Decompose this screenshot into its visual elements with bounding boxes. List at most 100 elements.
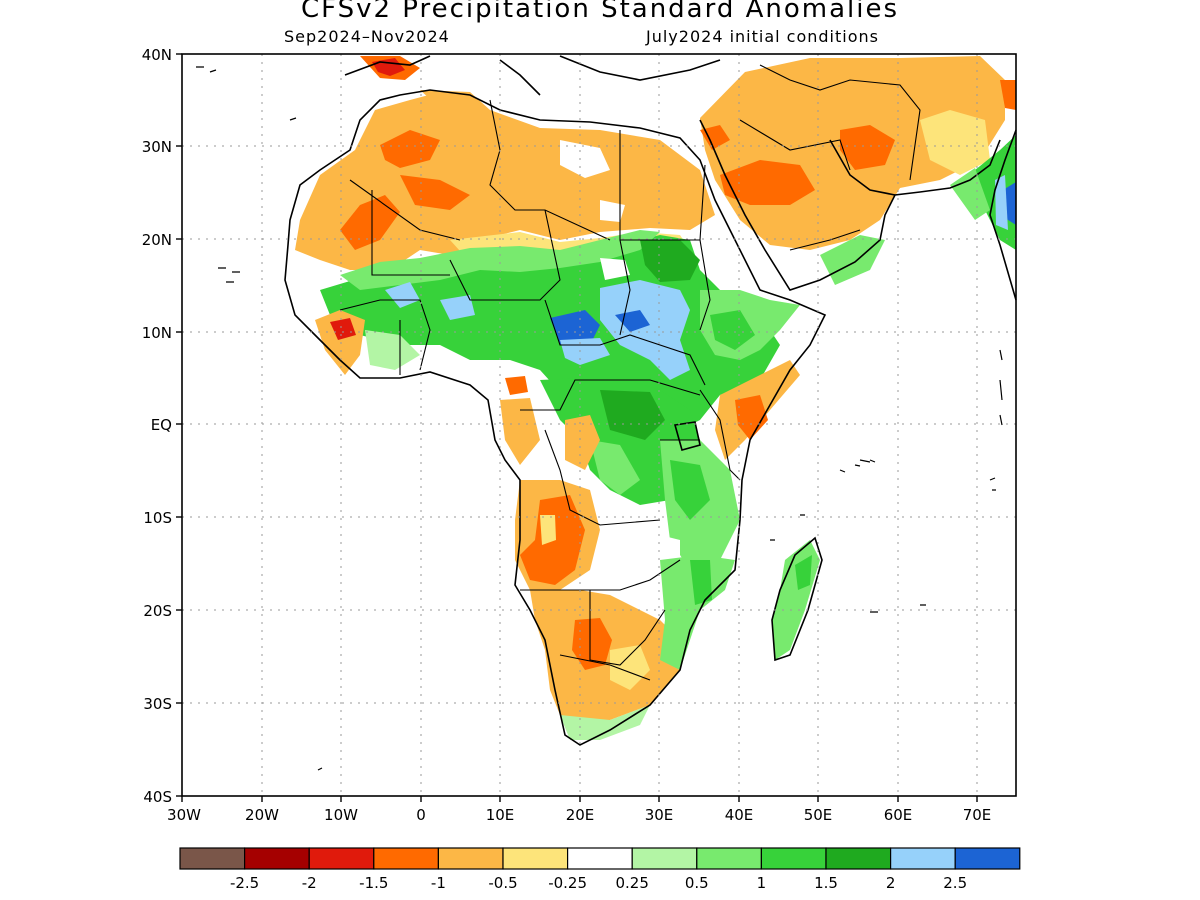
lat-label-10n: 10N xyxy=(142,324,172,342)
longitude-labels: 30W 20W 10W 0 10E 20E 30E 40E 50E 60E 70… xyxy=(167,806,991,824)
colorbar-swatch-4 xyxy=(373,847,439,870)
iran-red xyxy=(1000,80,1016,110)
forecast-period: Sep2024–Nov2024 xyxy=(284,27,450,46)
seychelles-islands xyxy=(839,459,876,473)
india-coastline xyxy=(989,129,1017,301)
colorbar-label-7: 0.25 xyxy=(615,874,648,892)
lon-label-30w: 30W xyxy=(167,806,201,824)
lon-label-30e: 30E xyxy=(645,806,674,824)
congo-green xyxy=(540,378,700,505)
tick-marks xyxy=(176,53,978,802)
lat-label-40n: 40N xyxy=(142,46,172,64)
congo-lightgreen xyxy=(590,440,640,495)
cape-verde-islands xyxy=(196,66,297,121)
border-east-1 xyxy=(699,389,741,481)
border-sahel-3 xyxy=(619,239,631,336)
gulf-coastline xyxy=(829,139,896,196)
maldives-islands xyxy=(999,349,1003,426)
india-lightblue xyxy=(995,175,1008,230)
lake-victoria xyxy=(673,421,701,451)
lat-label-40s: 40S xyxy=(143,788,172,806)
border-sahel-2 xyxy=(544,299,706,386)
sahel-blue-sudan xyxy=(615,310,650,332)
colorbar-swatch-9 xyxy=(696,847,762,870)
westafrica-pale xyxy=(365,330,420,370)
colorbar-swatch-7 xyxy=(566,847,633,870)
lat-label-30s: 30S xyxy=(143,695,172,713)
mozambique-green xyxy=(690,560,712,605)
sahara-white-1 xyxy=(560,140,610,178)
sahara-red-2 xyxy=(340,195,400,250)
sahel-blue-mid xyxy=(440,295,475,320)
colorbar-swatch-12 xyxy=(889,847,956,870)
initial-conditions: July2024 initial conditions xyxy=(646,27,879,46)
lat-label-10s: 10S xyxy=(143,509,172,527)
kenya-red xyxy=(735,395,768,440)
border-south-2 xyxy=(589,590,666,666)
arabia-coastline xyxy=(699,119,1001,291)
latitude-labels: 40N 30N 20N 10N EQ 10S 20S 30S 40S xyxy=(142,46,172,806)
lon-label-10w: 10W xyxy=(324,806,358,824)
mediterranean-north xyxy=(344,55,721,96)
socotra-island xyxy=(859,459,871,463)
lon-label-60e: 60E xyxy=(884,806,913,824)
colorbar-swatch-6 xyxy=(502,847,569,870)
gabon-red xyxy=(505,376,528,395)
sahel-darkgreen xyxy=(640,240,700,282)
colorbar-swatch-10 xyxy=(760,847,827,870)
colorbar-label-12: 2.5 xyxy=(943,874,967,892)
lat-label-20n: 20N xyxy=(142,231,172,249)
colorbar-labels: -2.5 -2 -1.5 -1 -0.5 -0.25 0.25 0.5 1 1.… xyxy=(230,874,967,892)
colorbar-swatches xyxy=(179,847,1021,870)
gabon-orange xyxy=(500,398,540,465)
border-congo-2 xyxy=(544,429,661,526)
country-borders xyxy=(339,64,921,681)
horn-green xyxy=(710,310,755,350)
colorbar-label-5: -0.5 xyxy=(488,874,517,892)
levant-red xyxy=(700,125,730,150)
persia-yellow xyxy=(920,110,990,175)
border-arabia-3 xyxy=(789,229,861,251)
border-south-1 xyxy=(520,559,681,591)
arabia-red xyxy=(720,160,815,205)
border-arabia-2 xyxy=(759,64,921,181)
anomaly-field xyxy=(285,56,1016,745)
botswana-red xyxy=(572,618,612,670)
colorbar-label-11: 2 xyxy=(886,874,896,892)
comoros-islands xyxy=(770,514,805,541)
border-arabia-1 xyxy=(739,119,851,171)
colorbar-label-2: -2 xyxy=(302,874,317,892)
sahel-white-patch xyxy=(600,258,630,280)
sahel-lightblue-east xyxy=(600,280,690,380)
lon-label-20w: 20W xyxy=(245,806,279,824)
colorbar-label-6: -0.25 xyxy=(548,874,587,892)
india-lightgreen xyxy=(950,168,990,220)
sahara-white-2 xyxy=(600,200,625,222)
africa-coastline xyxy=(284,89,827,746)
lon-label-40e: 40E xyxy=(725,806,754,824)
canary-islands xyxy=(218,267,240,283)
gulf-red xyxy=(840,125,895,170)
colorbar-label-10: 1.5 xyxy=(814,874,838,892)
madagascar-coastline xyxy=(771,536,823,662)
europe-land xyxy=(340,56,700,85)
border-south-3 xyxy=(559,654,651,681)
border-westafrica xyxy=(339,299,431,375)
chagos-islands xyxy=(989,477,996,491)
plot-frame xyxy=(181,53,1017,797)
lon-label-20e: 20E xyxy=(566,806,595,824)
colorbar-swatch-11 xyxy=(825,847,892,870)
islands xyxy=(196,66,1003,771)
sahel-blue-west xyxy=(385,282,420,308)
colorbar-label-3: -1.5 xyxy=(359,874,388,892)
lat-label-20s: 20S xyxy=(143,602,172,620)
angola-yellow xyxy=(540,515,556,545)
lat-label-30n: 30N xyxy=(142,138,172,156)
colorbar-swatch-3 xyxy=(308,847,375,870)
border-north-4 xyxy=(371,190,450,276)
border-sahel-4 xyxy=(699,239,711,331)
colorbar-label-1: -2.5 xyxy=(230,874,259,892)
coastlines xyxy=(284,55,1017,746)
mauritius-island xyxy=(870,604,926,613)
